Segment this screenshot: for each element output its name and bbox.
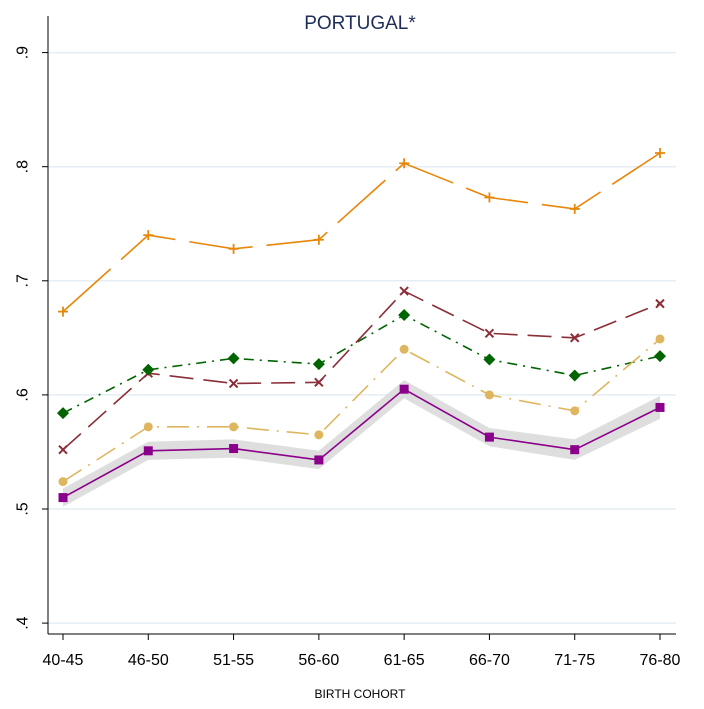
x-tick-label: 71-75 [554,652,595,669]
data-point [484,328,495,338]
data-point [570,333,580,343]
data-point [655,148,665,159]
y-tick-label: .4 [15,616,32,629]
x-tick-label: 56-60 [298,652,339,669]
data-point [484,192,495,203]
series-line [62,314,661,414]
y-tick-label: .8 [15,160,32,173]
y-tick-label: .7 [15,274,32,287]
data-point [655,298,665,309]
x-tick-label: 51-55 [213,652,254,669]
series-line [62,388,661,499]
x-tick-label: 46-50 [128,652,169,669]
series-markers [57,148,666,503]
x-tick-label: 66-70 [469,652,510,669]
y-tick-label: .9 [15,46,32,59]
x-tick-label: 61-65 [384,652,425,669]
x-axis-title: BIRTH COHORT [315,687,407,701]
data-point [229,444,239,454]
data-point [655,334,665,344]
data-point [58,493,68,503]
x-tick-label: 76-80 [640,652,681,669]
x-tick-label: 40-45 [43,652,84,669]
data-point [314,430,324,440]
data-point [570,445,580,455]
axes: .4 .5 .6 .7 .8 .9 40-45 46-50 51-55 56-60 61-65 66-… [15,16,681,669]
data-point [143,422,153,432]
data-point [227,352,240,365]
data-point [314,455,324,465]
data-point [58,306,68,317]
data-point [143,230,154,241]
data-point [570,406,580,416]
data-point [229,422,239,432]
data-point [655,402,665,412]
data-point [484,432,494,442]
data-point [143,446,153,456]
data-point [228,378,239,389]
data-point [313,234,324,245]
y-tick-label: .6 [15,388,32,401]
gridlines [48,51,676,624]
data-point [399,158,410,169]
data-point [228,243,239,254]
series-line [62,152,661,313]
data-point [58,477,68,487]
chart-title: PORTUGAL* [304,13,416,34]
data-point [568,369,581,382]
data-point [142,363,155,376]
series-line [62,290,661,451]
y-tick-label: .5 [15,502,32,515]
data-point [483,353,496,366]
series-line [62,338,661,483]
data-point [314,377,324,388]
confidence-interval [63,380,660,507]
data-point [484,390,494,400]
data-point [654,350,666,363]
series-lines [62,152,661,499]
data-point [312,358,325,371]
data-point [399,286,409,296]
data-point [399,344,409,354]
data-point [399,384,409,394]
data-point [398,309,411,322]
data-point [57,407,69,420]
data-point [569,203,580,214]
data-point [58,444,68,455]
confidence-band [63,380,660,507]
